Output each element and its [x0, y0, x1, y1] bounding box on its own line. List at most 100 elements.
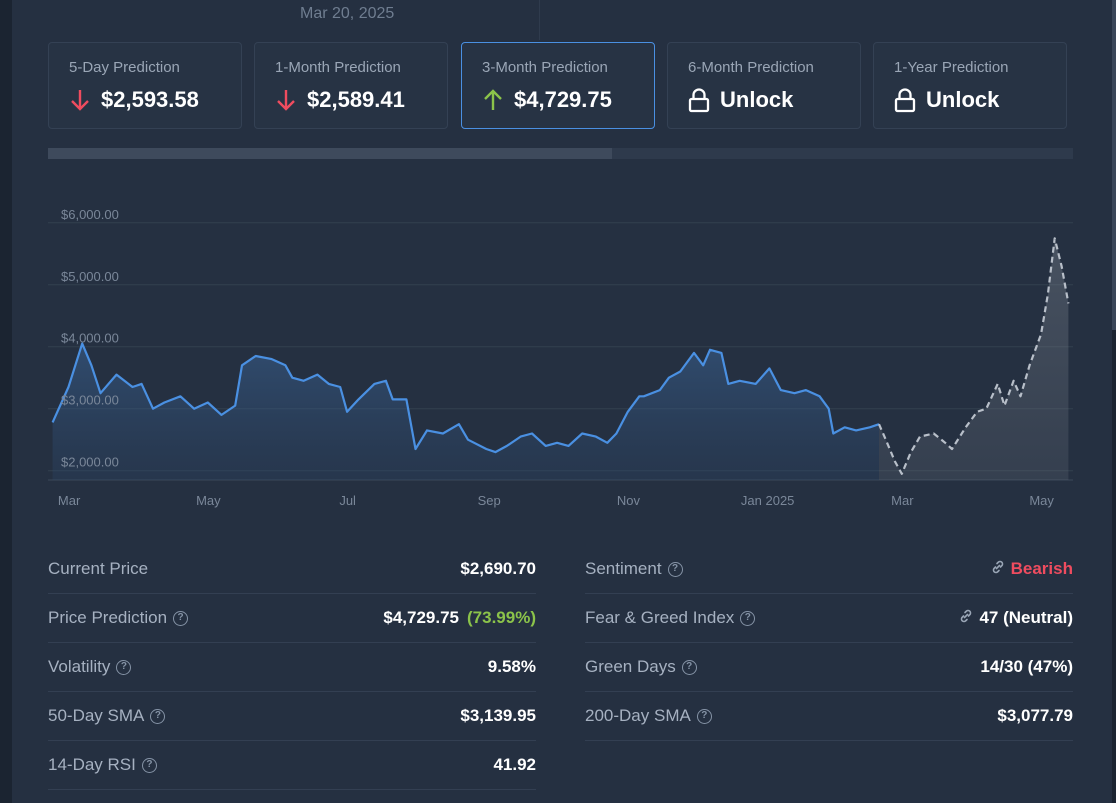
header-date: Mar 20, 2025 — [300, 5, 395, 22]
stat-label-text: 50-Day SMA — [48, 706, 145, 725]
stat-row: Price Prediction? $4,729.75 (73.99%) — [48, 594, 536, 643]
card-label: 3-Month Prediction — [482, 59, 608, 76]
help-icon[interactable]: ? — [696, 708, 712, 724]
y-tick-label: $2,000.00 — [61, 455, 119, 470]
y-tick-label: $5,000.00 — [61, 269, 119, 284]
card-5-day[interactable]: 5-Day Prediction $2,593.58 — [48, 42, 242, 129]
x-tick-label: Sep — [478, 493, 501, 508]
help-icon[interactable]: ? — [681, 659, 697, 675]
y-tick-label: $4,000.00 — [61, 331, 119, 346]
stat-value-text: 41.92 — [493, 755, 536, 774]
card-price: $2,589.41 — [307, 87, 405, 112]
arrow-down-icon — [69, 87, 91, 113]
help-icon[interactable]: ? — [141, 757, 157, 773]
stat-row: 14-Day RSI? 41.92 — [48, 741, 536, 790]
stat-label: 14-Day RSI? — [48, 755, 157, 775]
stat-label: Price Prediction? — [48, 608, 189, 628]
help-icon[interactable]: ? — [150, 708, 166, 724]
card-label: 1-Month Prediction — [275, 59, 401, 76]
stat-value: $3,139.95 — [460, 706, 536, 726]
card-label: 5-Day Prediction — [69, 59, 180, 76]
forecast-line — [877, 237, 1070, 475]
stat-value: 14/30 (47%) — [980, 657, 1073, 677]
x-tick-label: May — [196, 493, 221, 508]
x-tick-label: Mar — [891, 493, 914, 508]
card-label: 6-Month Prediction — [688, 59, 814, 76]
prediction-cards: 5-Day Prediction $2,593.58 1-Month Predi… — [48, 42, 1073, 129]
help-icon[interactable]: ? — [740, 610, 756, 626]
x-tick-label: Mar — [58, 493, 81, 508]
price-area — [52, 343, 880, 480]
card-1-month[interactable]: 1-Month Prediction $2,589.41 — [254, 42, 448, 129]
card-1-year[interactable]: 1-Year Prediction Unlock — [873, 42, 1067, 129]
card-3-month[interactable]: 3-Month Prediction $4,729.75 — [461, 42, 655, 129]
link-icon[interactable] — [990, 559, 1006, 580]
scrollbar[interactable] — [1112, 0, 1116, 330]
stat-value: $4,729.75 (73.99%) — [383, 608, 536, 628]
forecast-area — [879, 238, 1069, 480]
stat-value: Bearish — [990, 559, 1073, 580]
unlock-label: Unlock — [926, 87, 1000, 112]
arrow-down-icon — [275, 87, 297, 113]
stat-row: Current Price $2,690.70 — [48, 545, 536, 594]
x-tick-label: Jul — [339, 493, 356, 508]
lock-icon — [688, 87, 710, 113]
stat-label: Fear & Greed Index? — [585, 608, 756, 628]
stat-value-text: 47 (Neutral) — [979, 608, 1073, 627]
stat-value-text: 14/30 (47%) — [980, 657, 1073, 676]
stat-value: 41.92 — [493, 755, 536, 775]
stat-label: Current Price — [48, 559, 148, 579]
card-value: Unlock — [688, 87, 793, 113]
stat-label-text: Price Prediction — [48, 608, 168, 627]
stat-value-text: $3,077.79 — [997, 706, 1073, 725]
stat-row: Sentiment? Bearish — [585, 545, 1073, 594]
stat-value-text: $2,690.70 — [460, 559, 536, 578]
stat-value-text: $3,139.95 — [460, 706, 536, 725]
card-6-month[interactable]: 6-Month Prediction Unlock — [667, 42, 861, 129]
stat-label-text: 200-Day SMA — [585, 706, 691, 725]
stat-value: 9.58% — [488, 657, 536, 677]
help-icon[interactable]: ? — [116, 659, 132, 675]
stat-label: Green Days? — [585, 657, 697, 677]
x-tick-label: Jan 2025 — [741, 493, 795, 508]
card-price: $4,729.75 — [514, 87, 612, 112]
card-value: $2,593.58 — [69, 87, 199, 113]
stat-value-text: $4,729.75 — [383, 608, 460, 627]
card-value: Unlock — [894, 87, 999, 113]
y-tick-label: $3,000.00 — [61, 393, 119, 408]
help-icon[interactable]: ? — [173, 610, 189, 626]
stat-value: $2,690.70 — [460, 559, 536, 579]
stat-value: 47 (Neutral) — [958, 608, 1073, 629]
y-tick-label: $6,000.00 — [61, 207, 119, 222]
x-tick-label: Nov — [617, 493, 641, 508]
card-value: $2,589.41 — [275, 87, 405, 113]
card-value: $4,729.75 — [482, 87, 612, 113]
arrow-up-icon — [482, 87, 504, 113]
unlock-label: Unlock — [720, 87, 794, 112]
stat-label-text: Green Days — [585, 657, 676, 676]
stat-label-text: Volatility — [48, 657, 111, 676]
price-chart[interactable]: $2,000.00 $3,000.00 $4,000.00 $5,000.00 $6,0… — [0, 190, 1100, 520]
stat-label: Sentiment? — [585, 559, 683, 579]
progress-fill — [48, 148, 612, 159]
stats-right: Sentiment? Bearish Fear & Greed Index? 47 (… — [585, 545, 1073, 741]
stat-label: 50-Day SMA? — [48, 706, 166, 726]
header-divider — [539, 0, 540, 40]
stat-change-percent: (73.99%) — [467, 608, 536, 627]
stat-label-text: 14-Day RSI — [48, 755, 136, 774]
link-icon[interactable] — [958, 608, 974, 629]
stat-row: 200-Day SMA? $3,077.79 — [585, 692, 1073, 741]
stat-row: Fear & Greed Index? 47 (Neutral) — [585, 594, 1073, 643]
main-panel — [12, 0, 1112, 803]
stats-left: Current Price $2,690.70 Price Prediction? $… — [48, 545, 536, 790]
price-line — [51, 342, 880, 454]
stat-label: 200-Day SMA? — [585, 706, 712, 726]
stat-row: Green Days? 14/30 (47%) — [585, 643, 1073, 692]
x-tick-label: May — [1029, 493, 1054, 508]
stat-label-text: Fear & Greed Index — [585, 608, 735, 627]
stat-label-text: Current Price — [48, 559, 149, 578]
stat-row: 50-Day SMA? $3,139.95 — [48, 692, 536, 741]
prediction-progress-bar — [48, 148, 1073, 159]
lock-icon — [894, 87, 916, 113]
help-icon[interactable]: ? — [667, 561, 683, 577]
